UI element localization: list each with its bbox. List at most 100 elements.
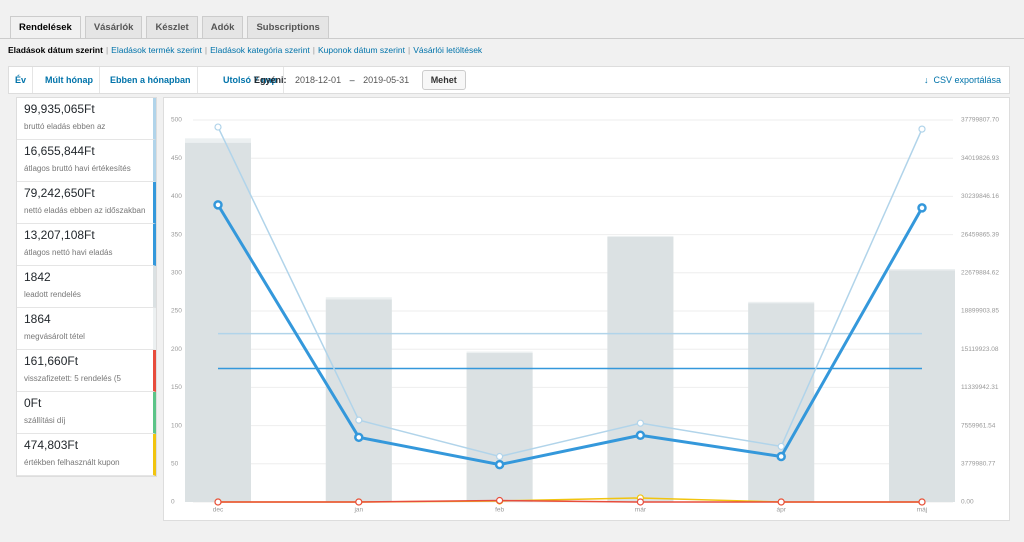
bar	[466, 353, 533, 502]
legend-value: 0Ft	[24, 396, 42, 410]
date-to[interactable]: 2019-05-31	[363, 75, 410, 85]
legend-item[interactable]: 16,655,844Ft átlagos bruttó havi értékesí…	[17, 140, 156, 182]
legend-value: 1864	[24, 312, 51, 326]
legend-value: 1842	[24, 270, 51, 284]
legend-item[interactable]: 0Ft szállítási díj	[17, 392, 156, 434]
range-link[interactable]: Ebben a hónapban	[104, 67, 198, 93]
bar	[748, 303, 815, 502]
y-tick-label: 150	[171, 384, 182, 391]
legend: 99,935,065Ft bruttó eladás ebben az idősz…	[16, 97, 157, 477]
point	[636, 498, 644, 506]
x-tick-label: feb	[495, 507, 504, 514]
subnav-link[interactable]: Eladások kategória szerint	[210, 45, 310, 55]
point	[354, 432, 364, 443]
legend-item[interactable]: 1864 megvásárolt tétel	[17, 308, 156, 350]
go-button[interactable]: Mehet	[421, 70, 466, 90]
legend-label: leadott rendelés	[24, 290, 81, 299]
tabs: Rendelések Vásárlók Készlet Adók Subscriptio…	[10, 16, 329, 39]
separator: |	[407, 45, 411, 55]
legend-label: átlagos bruttó havi értékesítés	[24, 164, 131, 173]
y2-tick-label: 30239846.16	[961, 193, 999, 200]
tab[interactable]: Vásárlók	[84, 16, 143, 39]
series-line	[218, 499, 922, 503]
y2-tick-label: 26459865.39	[961, 231, 999, 238]
y2-tick-label: 18899903.85	[961, 308, 999, 315]
y-tick-label: 250	[171, 308, 182, 315]
range-bar: Év Múlt hónap Ebben a hónapban Utolsó 7 nap…	[8, 66, 1010, 94]
tab[interactable]: Adók	[201, 16, 244, 39]
custom-range: Egyéni: 2018-12-01 – 2019-05-31 Mehet	[254, 67, 466, 93]
separator: |	[204, 45, 208, 55]
y2-tick-label: 37799807.70	[961, 117, 999, 124]
y2-tick-label: 34019826.93	[961, 155, 999, 162]
export[interactable]: ↓ CSV exportálása	[923, 75, 1001, 85]
legend-value: 13,207,108Ft	[24, 228, 95, 242]
y-tick-label: 500	[171, 117, 182, 124]
y-tick-label: 100	[171, 422, 182, 429]
legend-label: megvásárolt tétel	[24, 332, 85, 341]
bar	[889, 270, 955, 502]
legend-value: 16,655,844Ft	[24, 144, 95, 158]
tab[interactable]: Készlet	[146, 16, 198, 39]
tab[interactable]: Subscriptions	[247, 16, 329, 39]
legend-label: nettó eladás ebben az időszakban	[24, 206, 146, 215]
legend-item[interactable]: 1842 leadott rendelés	[17, 266, 156, 308]
y2-tick-label: 15119923.08	[961, 346, 999, 353]
legend-item[interactable]: 474,803Ft értékben felhasznált kupon	[17, 434, 156, 476]
separator: |	[105, 45, 109, 55]
y-tick-label: 450	[171, 155, 182, 162]
legend-value: 79,242,650Ft	[24, 186, 95, 200]
point	[494, 459, 505, 470]
y-tick-label: 400	[171, 193, 182, 200]
point	[918, 125, 926, 133]
y2-tick-label: 0.00	[961, 499, 974, 506]
x-tick-label: már	[635, 507, 647, 514]
series-line	[216, 204, 924, 467]
y-tick-label: 300	[171, 270, 182, 277]
point	[777, 498, 785, 506]
point	[214, 498, 222, 506]
y-tick-label: 0	[171, 499, 175, 506]
separator: |	[312, 45, 316, 55]
legend-value: 161,660Ft	[24, 354, 79, 368]
tab[interactable]: Rendelések	[10, 16, 81, 39]
y-tick-label: 350	[171, 231, 182, 238]
date-from[interactable]: 2018-12-01	[295, 75, 342, 85]
subnav-link[interactable]: Eladások termék szerint	[111, 45, 202, 55]
legend-item[interactable]: 99,935,065Ft bruttó eladás ebben az idősz…	[17, 98, 156, 140]
point	[636, 419, 644, 427]
date-sep: –	[349, 75, 355, 85]
point	[496, 452, 504, 461]
custom-label: Egyéni:	[254, 75, 287, 85]
y-tick-label: 50	[171, 461, 179, 468]
point	[635, 430, 646, 441]
subnav-link[interactable]: Kuponok dátum szerint	[318, 45, 405, 55]
legend-label: visszafizetett: 5 rendelés (5 termék)	[24, 374, 121, 383]
legend-label: átlagos nettó havi eladás	[24, 248, 113, 257]
point	[777, 442, 785, 451]
export-label[interactable]: CSV exportálása	[933, 75, 1001, 85]
y2-tick-label: 11339942.31	[961, 384, 999, 391]
divider	[0, 38, 1024, 39]
x-tick-label: dec	[213, 507, 224, 514]
legend-item[interactable]: 79,242,650Ft nettó eladás ebben az idősza…	[17, 182, 156, 224]
point	[496, 496, 504, 505]
legend-item[interactable]: 13,207,108Ft átlagos nettó havi eladás	[17, 224, 156, 266]
point	[918, 498, 926, 506]
subnav-link[interactable]: Vásárlói letöltések	[413, 45, 483, 55]
legend-value: 474,803Ft	[24, 438, 79, 452]
point	[214, 123, 222, 131]
legend-label: szállítási díj	[24, 416, 66, 425]
range-link[interactable]: Utolsó 7 nap	[217, 67, 285, 93]
range-link[interactable]: Múlt hónap	[39, 67, 100, 93]
chart: 0 50 100 150 200 250 300 350 400 450 500 0.00 377998…	[163, 97, 1010, 521]
range-link[interactable]: Év	[9, 67, 34, 93]
legend-label: bruttó eladás ebben az időszakban	[24, 122, 106, 131]
y2-tick-label: 22679884.62	[961, 270, 999, 277]
y2-tick-label: 7559961.54	[961, 422, 996, 429]
legend-item[interactable]: 161,660Ft visszafizetett: 5 rendelés (5 t…	[17, 350, 156, 392]
subnav-link[interactable]: Eladások dátum szerint	[8, 45, 103, 55]
legend-label: értékben felhasznált kupon	[24, 458, 120, 467]
series-line	[217, 126, 923, 458]
